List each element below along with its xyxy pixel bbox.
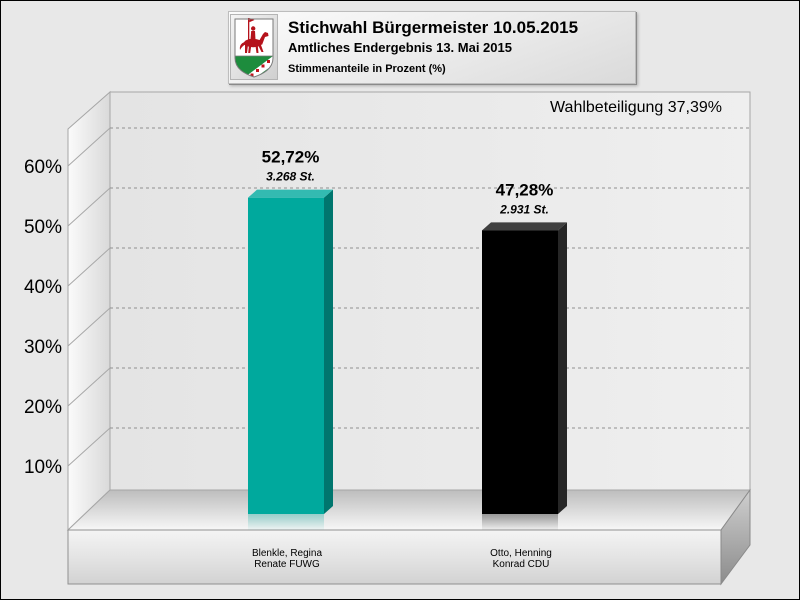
gridline-side [67, 127, 111, 167]
bar [482, 222, 567, 530]
gridline-side [67, 427, 111, 467]
floor [66, 489, 751, 531]
bar-value-label: 52,72% [262, 148, 320, 167]
back-wall [109, 91, 751, 491]
category-label-line: Blenkle, Regina [252, 548, 322, 559]
chart-title: Stichwahl Bürgermeister 10.05.2015 [288, 18, 579, 37]
title-box: Stichwahl Bürgermeister 10.05.2015 Amtli… [228, 11, 636, 84]
left-wall [67, 90, 111, 532]
y-tick-label: 40% [24, 277, 62, 298]
y-tick-label: 20% [24, 397, 62, 418]
base-side [720, 488, 751, 586]
coat-of-arms-icon [230, 14, 278, 80]
bar-votes-label: 2.931 St. [499, 202, 549, 216]
bar-value-label: 47,28% [496, 180, 554, 199]
gridline-side [67, 367, 111, 407]
bar-top-face [248, 189, 333, 198]
gridline-side [67, 307, 111, 347]
grid-layer [67, 127, 750, 467]
bar-reflection [482, 514, 558, 530]
bar-front [248, 197, 324, 514]
bar-side-face [324, 189, 333, 514]
turnout-annotation: Wahlbeteiligung 37,39% [550, 99, 722, 116]
y-axis: 10% 20% 30% 40% 50% 60% [24, 157, 62, 478]
bar [248, 189, 333, 530]
y-tick-label: 60% [24, 157, 62, 178]
chart-caption: Stimmenanteile in Prozent (%) [288, 63, 446, 75]
bar-labels: 52,72% 3.268 St. Blenkle, Regina Renate FUW… [252, 148, 553, 570]
category-label: Blenkle, Regina Renate FUWG [252, 548, 322, 570]
y-tick-label: 30% [24, 337, 62, 358]
gridline-side [67, 187, 111, 227]
category-label-line: Konrad CDU [493, 559, 550, 570]
base-front [67, 529, 722, 585]
bar-front [482, 230, 558, 514]
category-label-line: Otto, Henning [490, 548, 552, 559]
y-tick-label: 50% [24, 217, 62, 238]
category-label: Otto, Henning Konrad CDU [490, 548, 552, 570]
bar-top-face [482, 222, 567, 231]
bar-reflection [248, 514, 324, 530]
category-label-line: Renate FUWG [254, 559, 320, 570]
gridline-side [67, 247, 111, 287]
bar-side-face [558, 222, 567, 514]
chart-subtitle: Amtliches Endergebnis 13. Mai 2015 [288, 40, 512, 55]
bar-votes-label: 3.268 St. [266, 170, 315, 184]
y-tick-label: 10% [24, 457, 62, 478]
bars [248, 189, 567, 530]
